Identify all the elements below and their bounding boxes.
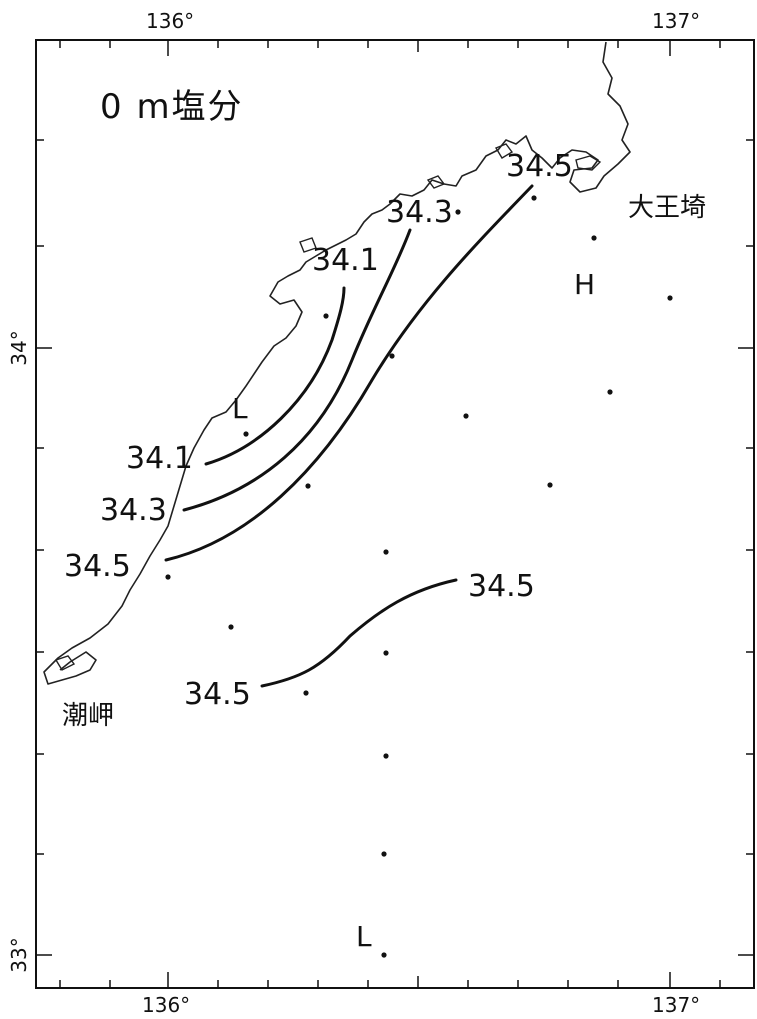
- low-mark-south: L: [356, 920, 372, 953]
- station-dot: [389, 353, 395, 359]
- station-dot: [591, 235, 597, 241]
- station-dot: [303, 690, 309, 696]
- contour-label-34-5-left: 34.5: [64, 549, 131, 584]
- right-tick-marks: [738, 139, 754, 956]
- contour-34-5-north: [164, 184, 534, 562]
- station-dot: [547, 482, 553, 488]
- station-dot: [243, 431, 249, 437]
- contour-label-34-5-top: 34.5: [506, 149, 573, 184]
- top-tick-marks: [59, 40, 721, 56]
- contour-34-3: [182, 228, 412, 512]
- station-dot: [305, 483, 311, 489]
- contour-34-5-south: [260, 578, 458, 688]
- contour-label-34-1-top: 34.1: [312, 243, 379, 278]
- contour-label-34-1-left: 34.1: [126, 441, 193, 476]
- station-dot: [228, 624, 234, 630]
- contour-label-34-3-top: 34.3: [386, 195, 453, 230]
- station-dot: [381, 851, 387, 857]
- coastline-islands: [54, 143, 602, 671]
- place-label-daiozaki: 大王埼: [628, 193, 706, 223]
- station-dot: [455, 209, 461, 215]
- left-tick-label-33: 33°: [7, 937, 31, 972]
- station-dot: [323, 313, 329, 319]
- observation-stations: [165, 195, 673, 958]
- station-dot: [381, 952, 387, 958]
- bottom-tick-label-137: 137°: [652, 993, 700, 1017]
- map-title: 0 m塩分: [100, 87, 244, 127]
- station-dot: [165, 574, 171, 580]
- contour-34-1: [204, 286, 346, 466]
- station-dot: [463, 413, 469, 419]
- bottom-tick-label-136: 136°: [142, 993, 190, 1017]
- contour-label-34-5-south: 34.5: [184, 677, 251, 712]
- place-label-shionomisaki: 潮岬: [62, 701, 114, 731]
- bottom-tick-marks: [59, 972, 721, 988]
- contour-label-34-3-left: 34.3: [100, 493, 167, 528]
- station-dot: [383, 650, 389, 656]
- top-tick-label-137: 137°: [652, 9, 700, 33]
- station-dot: [531, 195, 537, 201]
- left-tick-marks: [36, 139, 52, 956]
- station-dot: [667, 295, 673, 301]
- coastline: [43, 41, 631, 685]
- top-tick-label-136: 136°: [146, 9, 194, 33]
- station-dot: [383, 549, 389, 555]
- high-mark: H: [574, 268, 595, 301]
- left-tick-label-34: 34°: [7, 330, 31, 365]
- station-dot: [607, 389, 613, 395]
- low-mark-north: L: [232, 392, 248, 425]
- station-dot: [383, 753, 389, 759]
- contour-label-34-5-east: 34.5: [468, 569, 535, 604]
- map-frame: [35, 39, 755, 989]
- salinity-contours: [164, 184, 534, 688]
